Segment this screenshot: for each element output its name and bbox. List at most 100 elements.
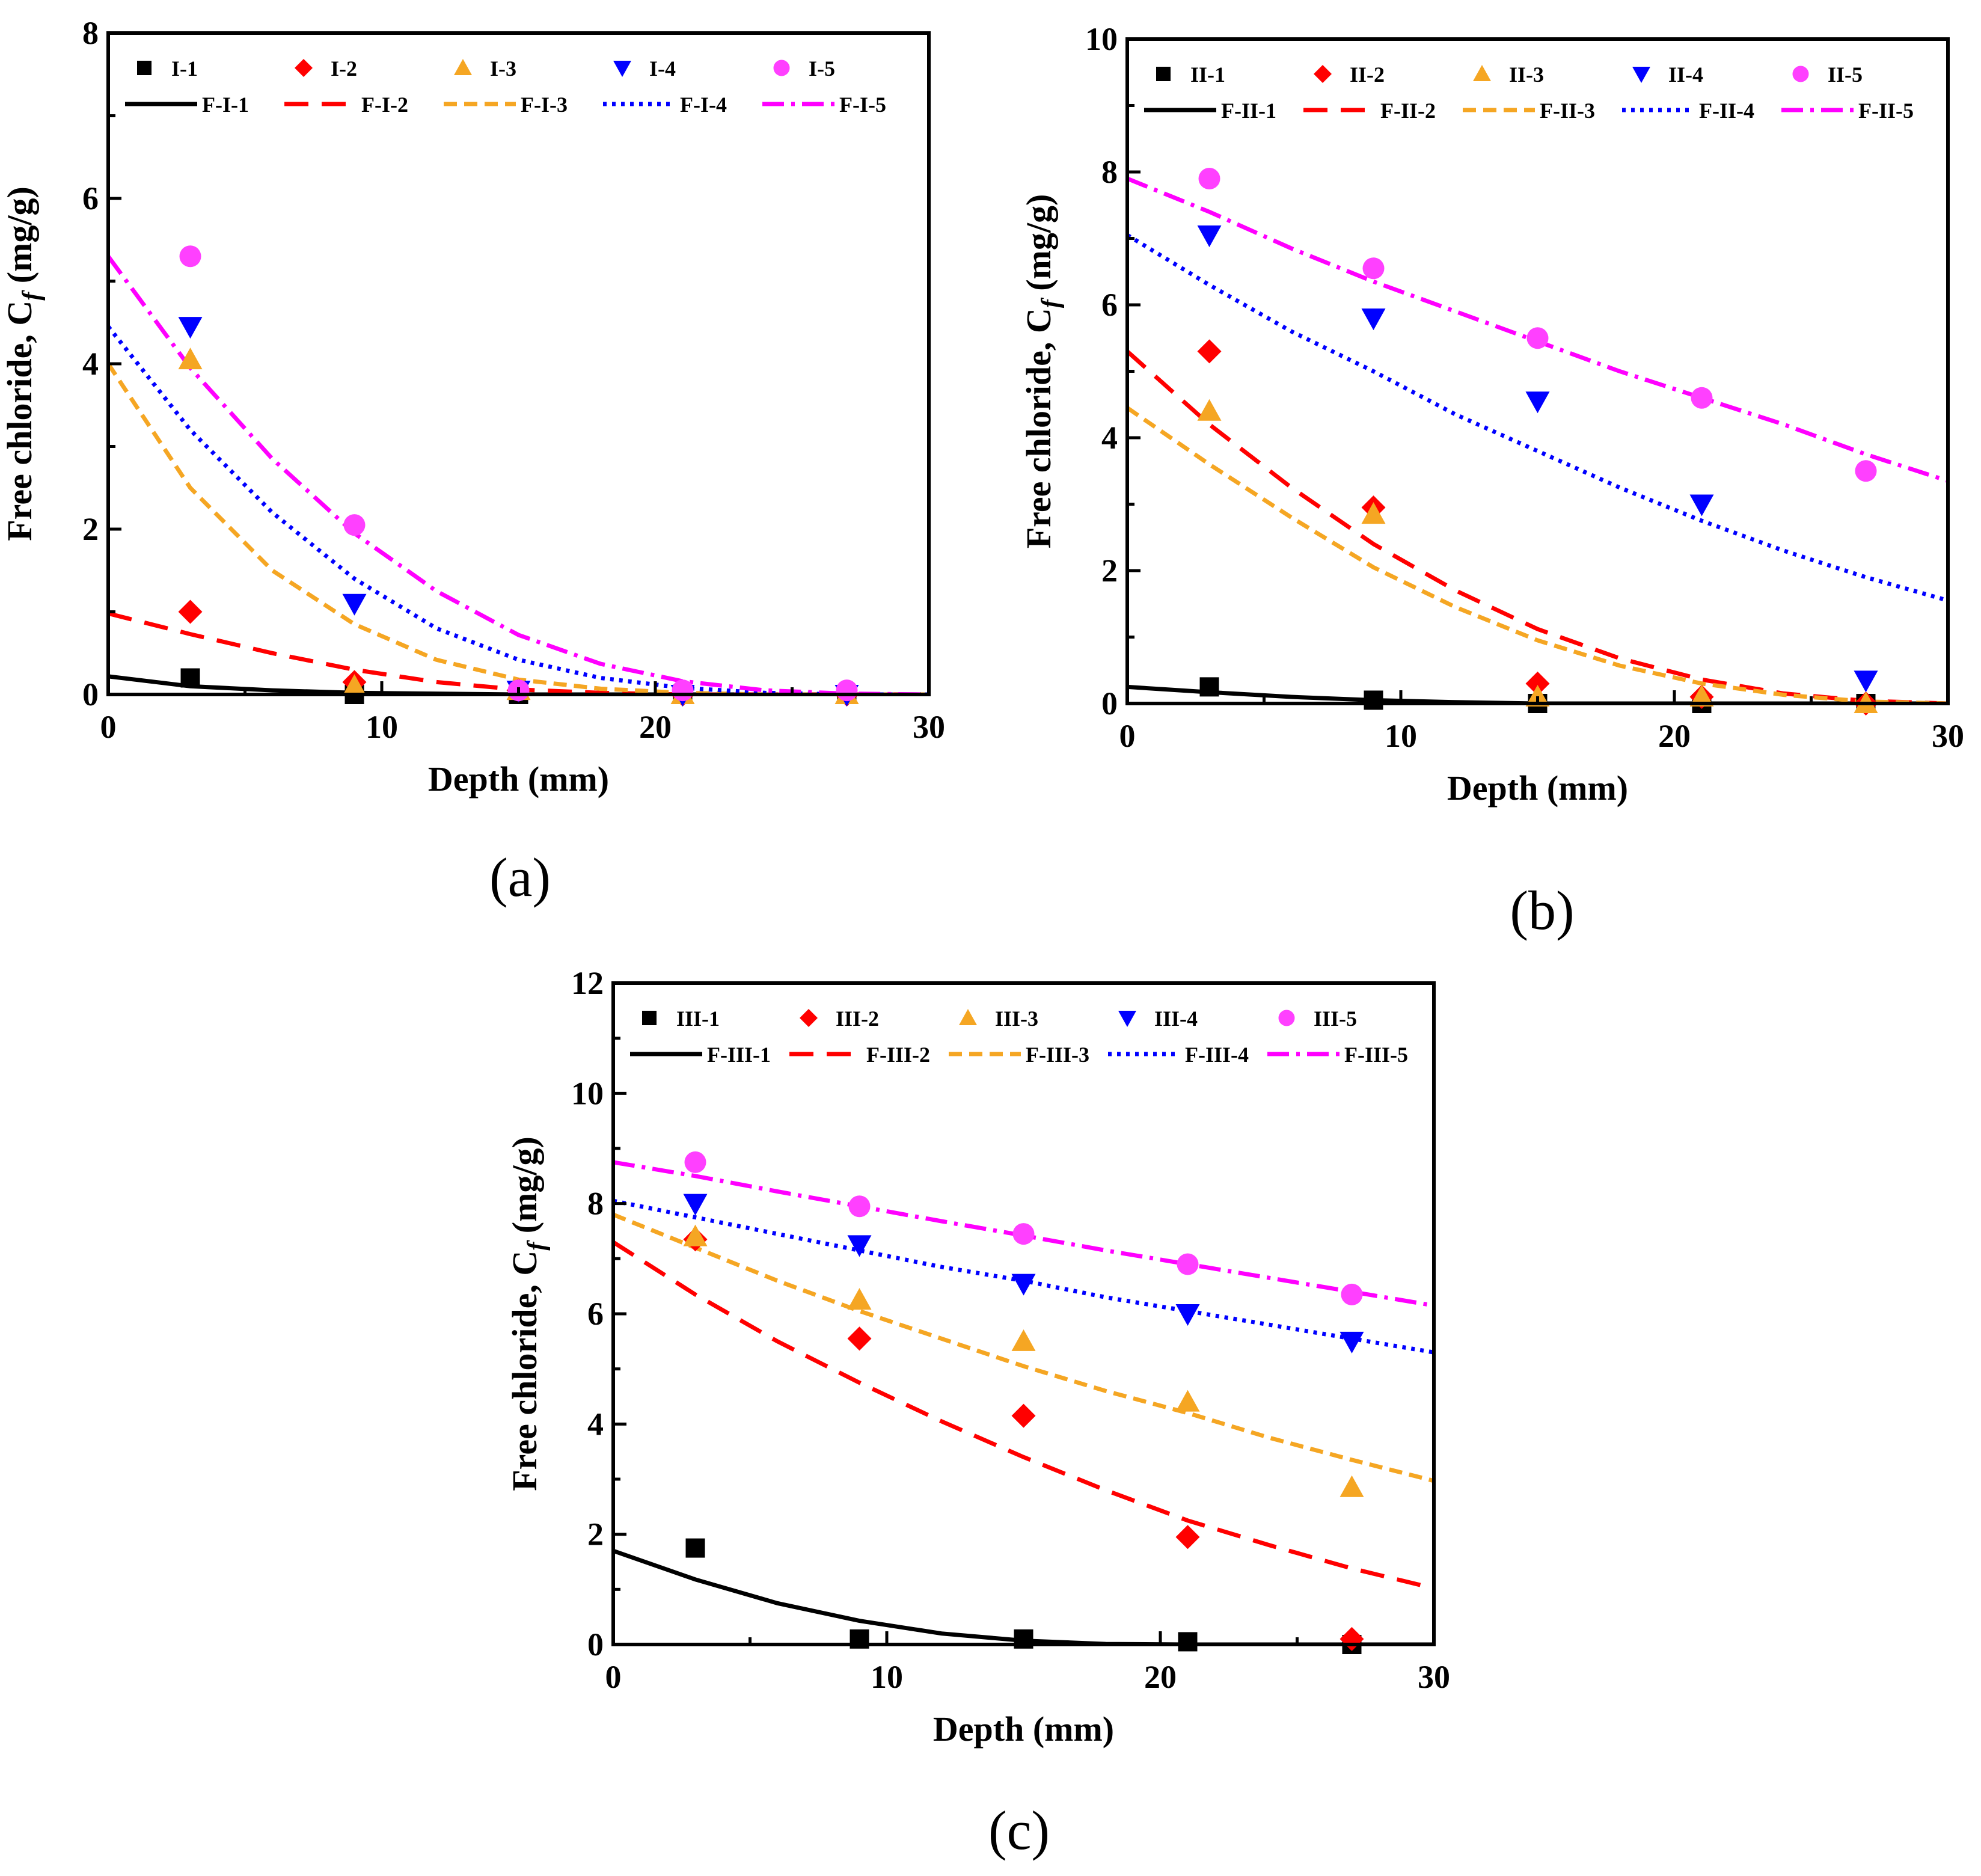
data-point	[1689, 684, 1714, 707]
data-point	[1361, 502, 1386, 524]
data-point	[683, 1194, 708, 1216]
data-point	[1199, 677, 1219, 697]
x-tick-label: 10	[871, 1659, 903, 1695]
data-point	[836, 679, 858, 702]
data-point	[847, 1326, 872, 1351]
data-point	[180, 668, 200, 688]
legend-label: I-5	[809, 57, 835, 81]
y-tick-label: 8	[587, 1186, 604, 1222]
legend-label: F-II-3	[1540, 99, 1595, 123]
legend-marker	[800, 1009, 818, 1027]
legend: II-1 II-2 II-3 II-4 II-5 F-II-1 F-II-2 F-II-3 F-…	[1144, 63, 1914, 123]
y-tick-label: 4	[587, 1406, 604, 1442]
series-iii-3	[683, 1224, 1364, 1497]
fit-line-f-ii-4	[1127, 233, 1948, 603]
x-axis-title: Depth (mm)	[933, 1709, 1114, 1749]
legend-label: II-1	[1190, 63, 1225, 87]
y-tick-label: 2	[1101, 553, 1118, 589]
y-tick-label: 12	[571, 965, 604, 1001]
y-tick-label: 6	[1101, 287, 1118, 323]
series-iii-1	[685, 1538, 1362, 1654]
y-tick-label: 4	[82, 346, 99, 382]
fit-curves	[1127, 176, 1948, 704]
fit-line-f-i-5	[108, 255, 929, 694]
legend-marker	[1632, 67, 1650, 83]
x-tick-label: 20	[1658, 718, 1691, 754]
legend-label: III-4	[1154, 1007, 1198, 1031]
x-tick-label: 30	[913, 709, 945, 745]
fit-curves	[108, 255, 929, 694]
legend-marker	[295, 59, 313, 77]
y-tick-label: 0	[82, 676, 99, 713]
legend-label: F-III-3	[1026, 1043, 1089, 1067]
legend-label: III-1	[676, 1007, 720, 1031]
fit-line-f-ii-2	[1127, 349, 1948, 704]
data-point	[847, 1235, 872, 1257]
fit-line-f-ii-3	[1127, 406, 1948, 704]
legend-label: F-II-2	[1380, 99, 1436, 123]
panel-caption: (c)	[988, 1800, 1050, 1861]
data-point	[1011, 1274, 1036, 1296]
data-point	[1525, 671, 1550, 696]
legend-label: F-I-5	[839, 93, 886, 117]
legend-label: I-4	[649, 57, 676, 81]
chart-panel-a: 0 10 20 30 0 2 4 6 8 Depth (mm) Free chloride, Cf …	[0, 15, 945, 908]
legend-label: II-2	[1350, 63, 1385, 87]
data-point	[1198, 168, 1220, 190]
data-point	[1340, 1331, 1364, 1353]
x-tick-label: 20	[1144, 1659, 1177, 1695]
legend-marker	[642, 1011, 657, 1025]
y-axis-title: Free chloride, Cf (mg/g)	[505, 1136, 551, 1491]
fit-line-f-ii-1	[1127, 684, 1948, 704]
data-point	[179, 245, 201, 268]
x-tick-label: 30	[1418, 1659, 1450, 1695]
plot-frame	[611, 981, 1436, 1646]
y-axis-title: Free chloride, Cf (mg/g)	[1019, 194, 1065, 549]
legend-label: F-I-4	[680, 93, 727, 117]
data-point	[1364, 690, 1383, 710]
data-point	[1011, 1403, 1036, 1428]
data-point	[1689, 494, 1714, 517]
legend-label: III-2	[836, 1007, 879, 1031]
data-point	[1175, 1304, 1200, 1326]
data-point	[848, 1195, 871, 1218]
data-point	[178, 317, 203, 339]
data-point	[1197, 339, 1222, 364]
data-point	[342, 593, 367, 616]
data-point	[1175, 1390, 1200, 1412]
series-i-3	[178, 348, 859, 704]
data-point	[1855, 460, 1877, 482]
data-point	[1011, 1329, 1036, 1351]
legend-label: II-4	[1668, 63, 1703, 87]
x-tick-label: 10	[1385, 718, 1417, 754]
y-axis-title: Free chloride, Cf (mg/g)	[0, 186, 46, 541]
legend-label: II-5	[1828, 63, 1863, 87]
legend-marker	[1118, 1011, 1136, 1027]
plot-frame	[1125, 37, 1950, 705]
y-tick-label: 6	[82, 180, 99, 216]
y-tick-label: 10	[571, 1075, 604, 1111]
legend-marker	[1473, 65, 1491, 81]
legend-label: F-II-1	[1221, 99, 1276, 123]
data-point	[1340, 1475, 1364, 1497]
legend-label: F-III-5	[1344, 1043, 1408, 1067]
legend-marker	[137, 61, 152, 75]
data-point	[685, 1538, 705, 1558]
legend-marker	[959, 1009, 977, 1025]
fit-line-f-i-4	[108, 325, 929, 694]
legend-label: I-1	[171, 57, 198, 81]
data-point	[1362, 257, 1385, 280]
legend-marker	[1314, 65, 1332, 83]
y-tick-label: 0	[587, 1626, 604, 1663]
data-point	[1197, 225, 1222, 247]
x-tick-label: 30	[1932, 718, 1964, 754]
series-ii-4	[1197, 225, 1878, 693]
legend-label: F-I-2	[361, 93, 408, 117]
series-ii-5	[1198, 168, 1877, 482]
x-tick-label: 0	[100, 709, 117, 745]
data-point	[1197, 399, 1222, 421]
legend-label: F-I-1	[202, 93, 249, 117]
legend-marker	[773, 60, 790, 76]
data-point	[1854, 670, 1878, 693]
